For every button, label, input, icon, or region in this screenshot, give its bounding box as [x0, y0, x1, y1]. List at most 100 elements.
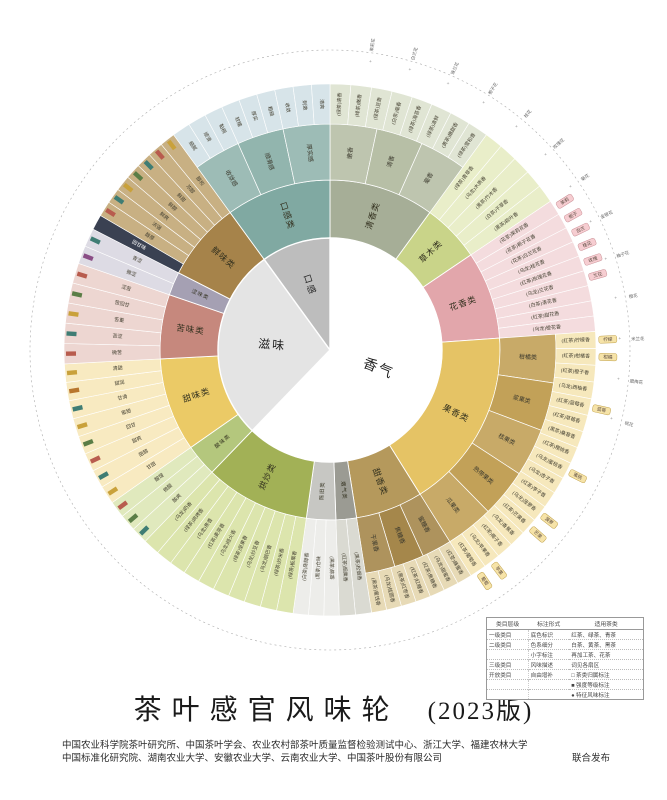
descriptor-label: 苦回甘 [114, 299, 130, 309]
tea-tag-label: 茉莉 [559, 196, 571, 207]
descriptor-label: 浓强 [151, 220, 163, 232]
plus-marker-icon: + [614, 297, 617, 302]
tea-type-chip [65, 351, 77, 356]
tea-tag-chip [577, 238, 597, 251]
center-sector[interactable] [217, 258, 331, 432]
tea-type-chip [105, 207, 116, 218]
descriptor-label: 微涩 [125, 268, 137, 278]
tea-type-chip [68, 387, 80, 394]
legend-row: ■ 强度等级标注 [487, 679, 643, 690]
tea-type-chip [154, 149, 165, 160]
category-label: 烟气类 [339, 481, 349, 500]
plus-marker-icon: + [482, 101, 485, 106]
legend-header: 类目层级 [487, 618, 529, 630]
tea-type-chip [89, 455, 101, 464]
subcategory-label: 厚实感 [305, 144, 315, 163]
outer-tick-label: 珠兰花 [449, 60, 461, 75]
descriptor-label: (白茶)陈醇香 [301, 552, 311, 581]
plus-marker-icon: + [618, 337, 621, 342]
tea-tag-label: 栀子 [567, 210, 579, 221]
outer-tick-label: 栀子花 [486, 81, 499, 96]
outer-tick-label: 菊花 [579, 172, 591, 183]
legend-header: 标注形式 [528, 618, 570, 630]
tea-tag-chip [571, 222, 590, 237]
descriptor-label: (红茶)甜花香 [531, 310, 560, 321]
tea-tag-chip [598, 335, 618, 344]
plus-marker-icon: + [604, 257, 607, 262]
tea-type-chip [143, 159, 154, 171]
outer-tick-label: 白兰花 [409, 46, 420, 61]
legend-row: 小字标注 再加工茶、花茶 [487, 649, 643, 660]
tea-tag-label: 玫瑰 [587, 255, 598, 265]
tea-type-chip [82, 438, 94, 447]
descriptor-label: (黑茶)松烟香 [353, 552, 363, 581]
tea-tag-label: 柑橘 [603, 353, 613, 360]
legend-table: 类目层级 标注形式 适用茶类 一级类目 底色标识 红茶、绿茶、青茶 二级类目 色系细分 白茶、黄… [486, 617, 644, 700]
descriptor-label: (绿茶)板栗香 [287, 550, 299, 579]
plus-marker-icon: + [408, 68, 411, 73]
tea-tag-label: 苹果 [494, 565, 505, 577]
tea-tag-chip [555, 193, 574, 209]
center-sector[interactable] [263, 237, 331, 353]
tea-type-chip [66, 369, 78, 376]
tea-tag-chip [568, 469, 587, 484]
plus-marker-icon: + [610, 417, 613, 422]
tea-type-chip [132, 171, 144, 182]
tea-type-chip [113, 195, 125, 205]
tea-type-chip [89, 236, 101, 245]
outer-tick-label: 柚子花 [615, 249, 630, 260]
descriptor-label: 醇和 [194, 175, 206, 187]
tea-tag-chip [588, 269, 608, 281]
flavor-wheel-area: 嫩香 清香 毫香 (绿茶)清香 (绿茶)嫩香 (绿茶)豆香 (白茶)毫香 (绿茶)海苔香 (绿茶… [29, 37, 645, 651]
title-main: 茶叶感官风味轮 [133, 695, 400, 726]
descriptor-label: 顺滑 [202, 131, 213, 143]
tea-tag-chip [563, 208, 583, 223]
joint-release-label: 联合发布 [571, 753, 610, 764]
subcategory-label: 柑橘类 [519, 353, 537, 362]
tea-tag-chip [477, 572, 493, 590]
tea-type-chip [66, 331, 77, 337]
tea-tag-label: 桂花 [582, 239, 594, 249]
tea-type-chip [166, 139, 177, 151]
descriptor-label: 浓醇 [184, 183, 196, 195]
tea-type-chip [71, 291, 83, 298]
center-sector[interactable] [251, 237, 443, 463]
descriptor-label: (乌龙)西柚香 [559, 382, 588, 393]
plus-marker-icon: + [544, 153, 547, 158]
legend-row: ● 特征风味标注 [487, 689, 643, 699]
tea-tag-label: 菠萝 [543, 515, 555, 526]
legend-row: 开放类目 自由增补 □ 茶类归属标注 [487, 669, 643, 680]
tea-tag-chip [529, 526, 547, 543]
descriptor-label: (绿茶)豆香 [372, 97, 383, 121]
outer-tick-label: 桂花 [522, 108, 533, 120]
descriptor-label: 甜醇 [137, 447, 149, 458]
tea-tag-label: 兰花 [592, 270, 603, 279]
descriptor-leaf[interactable] [311, 83, 331, 125]
descriptor-label: 苦涩 [112, 332, 122, 340]
outer-tick-label: 橙花 [628, 292, 638, 301]
outer-tick-label: 茉莉花 [368, 37, 377, 52]
category-label: 陈旧类 [317, 481, 326, 500]
descriptor-label: 酸馊 [153, 472, 165, 484]
outer-tick-label: 米兰花 [631, 335, 645, 342]
descriptor-label: (黑茶)陈香 [328, 556, 335, 579]
descriptor-label: 甘滑 [117, 393, 128, 402]
descriptor-label: 微酸 [162, 482, 174, 494]
tea-type-chip [139, 525, 150, 536]
legend-row: 三级类目 风味描述 词见各扇区 [487, 659, 643, 670]
outer-tick-label: 腊梅花 [629, 378, 643, 386]
publisher-line-1: 中国农业科学院茶叶研究所、中国茶叶学会、农业农村部茶叶质量监督检验测试中心、浙江… [62, 741, 528, 751]
title-edition: (2023版) [427, 698, 534, 725]
tea-type-chip [82, 253, 94, 262]
tea-tag-chip [540, 513, 558, 529]
subcategory-label: 嫩香 [345, 147, 354, 160]
descriptor-label: (绿茶)嫩香 [354, 94, 364, 118]
plus-marker-icon: + [569, 185, 572, 190]
tea-type-chip [117, 500, 129, 511]
tea-tag-label: 柠檬 [603, 336, 613, 343]
descriptor-label: (黑茶)仓味 [314, 556, 322, 580]
descriptor-label: (红茶)橙子香 [561, 367, 590, 376]
plus-marker-icon: + [447, 82, 450, 87]
plus-marker-icon: + [617, 377, 620, 382]
